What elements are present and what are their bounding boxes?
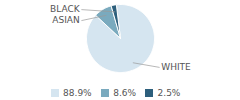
svg-text:BLACK: BLACK [50,4,81,14]
html-text:2.5%: 2.5% [157,87,181,98]
svg-text:ASIAN: ASIAN [52,15,79,25]
html-text:88.9%: 88.9% [63,87,92,98]
html-text:8.6%: 8.6% [113,87,136,98]
svg-text:WHITE: WHITE [161,62,191,72]
